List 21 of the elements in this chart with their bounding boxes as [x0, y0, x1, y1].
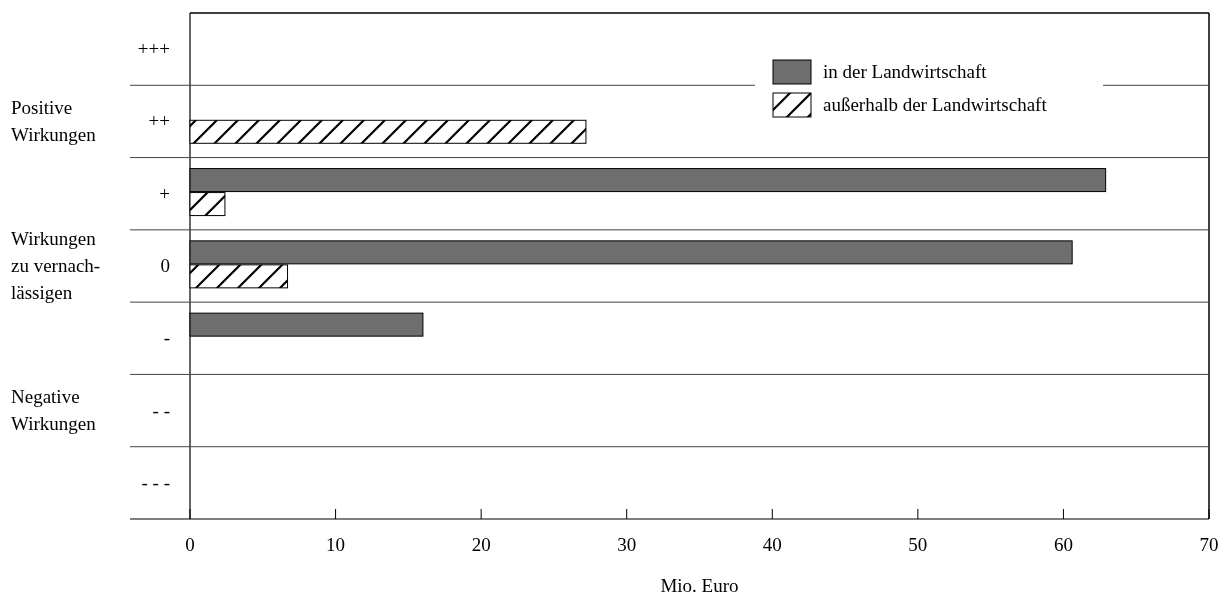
y-tick-label: +++ — [137, 38, 170, 60]
text: Wirkungen zu vernach-lässigen — [11, 228, 101, 303]
text: Positive Wirkungen — [11, 96, 97, 145]
y-tick-label: ++ — [148, 110, 170, 132]
y-tick-label: - - — [152, 399, 170, 421]
x-tick-label: 60 — [1053, 534, 1073, 555]
y-tick-label: + — [159, 182, 170, 204]
x-tick-label: 10 — [326, 534, 346, 555]
x-tick-label: 30 — [617, 534, 637, 555]
legend-label: außerhalb der Landwirtschaft — [823, 94, 1048, 115]
x-tick-label: 40 — [762, 534, 782, 555]
y-tick-label: - — [163, 327, 170, 349]
legend-label: in der Landwirtschaft — [823, 61, 988, 82]
x-tick-label: 70 — [1199, 534, 1219, 555]
x-tick-label: 20 — [471, 534, 491, 555]
y-tick-label: - - - — [141, 471, 170, 493]
text: Negative Wirkungen — [11, 386, 97, 435]
x-tick-label: 0 — [185, 534, 195, 555]
x-axis-title: Mio. Euro — [660, 575, 739, 596]
x-tick-label: 50 — [908, 534, 928, 555]
y-tick-label: 0 — [160, 255, 170, 276]
